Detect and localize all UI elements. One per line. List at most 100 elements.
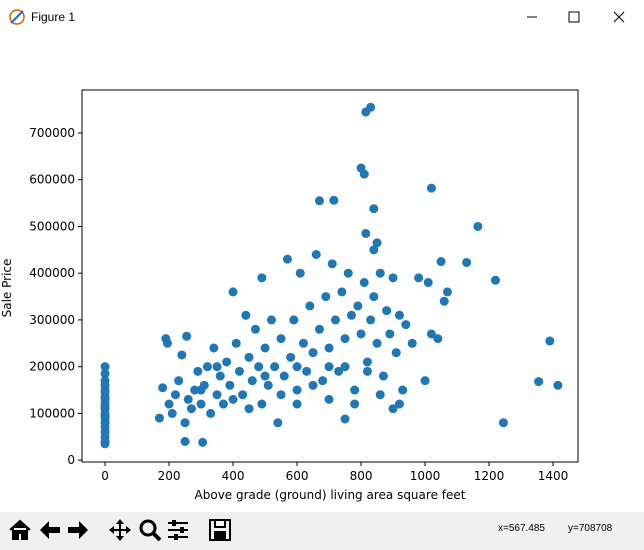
- point: [257, 399, 267, 409]
- point: [553, 380, 563, 390]
- y-axis-label: Sale Price: [0, 259, 14, 318]
- point: [372, 238, 382, 248]
- point: [391, 348, 401, 358]
- point: [196, 399, 206, 409]
- point: [414, 273, 424, 283]
- point: [378, 371, 388, 381]
- window-title: Figure 1: [31, 10, 76, 24]
- point: [362, 357, 372, 367]
- zoom-button[interactable]: [136, 516, 164, 544]
- point: [388, 273, 398, 283]
- point: [375, 390, 385, 400]
- y-tick-label: 100000: [29, 406, 75, 420]
- point: [100, 376, 110, 386]
- point: [286, 352, 296, 362]
- point: [183, 394, 193, 404]
- point: [442, 287, 452, 297]
- point: [292, 399, 302, 409]
- point: [270, 362, 280, 372]
- point: [359, 278, 369, 288]
- point: [247, 376, 257, 386]
- point: [426, 329, 436, 339]
- x-tick-label: 0: [101, 469, 109, 483]
- point: [398, 385, 408, 395]
- save-button[interactable]: [206, 516, 234, 544]
- point: [394, 310, 404, 320]
- point: [382, 306, 392, 316]
- point: [180, 418, 190, 428]
- point: [340, 334, 350, 344]
- point: [193, 366, 203, 376]
- configure-button[interactable]: [164, 516, 192, 544]
- point: [490, 275, 500, 285]
- point: [423, 278, 433, 288]
- point: [263, 380, 273, 390]
- y-tick-label: 300000: [29, 313, 75, 327]
- point: [238, 390, 248, 400]
- point: [545, 336, 555, 346]
- point: [190, 385, 200, 395]
- point: [212, 390, 222, 400]
- point: [350, 385, 360, 395]
- point: [401, 320, 411, 330]
- y-tick-label: 200000: [29, 360, 75, 374]
- point: [250, 324, 260, 334]
- point: [257, 273, 267, 283]
- point: [170, 390, 180, 400]
- point: [164, 399, 174, 409]
- point: [372, 338, 382, 348]
- point: [311, 250, 321, 260]
- point: [462, 257, 472, 267]
- point: [215, 371, 225, 381]
- point: [186, 404, 196, 414]
- point: [289, 315, 299, 325]
- point: [244, 404, 254, 414]
- point: [100, 385, 110, 395]
- point: [314, 196, 324, 206]
- x-tick-label: 600: [286, 469, 309, 483]
- status-y: y=708708: [568, 523, 613, 534]
- point: [534, 377, 544, 387]
- point: [100, 401, 110, 411]
- point: [330, 315, 340, 325]
- point: [314, 324, 324, 334]
- y-tick-label: 400000: [29, 266, 75, 280]
- back-button[interactable]: [36, 516, 64, 544]
- point: [222, 357, 232, 367]
- point: [327, 259, 337, 269]
- point: [359, 169, 369, 179]
- point: [407, 338, 417, 348]
- point: [254, 362, 264, 372]
- point: [241, 310, 251, 320]
- point: [231, 338, 241, 348]
- x-tick-label: 1400: [538, 469, 569, 483]
- point: [302, 366, 312, 376]
- point: [273, 418, 283, 428]
- point: [321, 292, 331, 302]
- x-tick-label: 400: [222, 469, 245, 483]
- point: [340, 362, 350, 372]
- point: [305, 301, 315, 311]
- x-tick-label: 1200: [474, 469, 505, 483]
- point: [439, 296, 449, 306]
- point: [433, 334, 443, 344]
- point: [329, 195, 339, 205]
- point: [334, 366, 344, 376]
- window-controls[interactable]: [510, 0, 644, 34]
- point: [260, 343, 270, 353]
- point: [420, 376, 430, 386]
- pan-button[interactable]: [106, 516, 134, 544]
- y-tick-label: 0: [67, 453, 75, 467]
- app-icon: [9, 9, 25, 25]
- point: [100, 362, 110, 372]
- x-tick-label: 800: [350, 469, 373, 483]
- point: [356, 329, 366, 339]
- point: [100, 439, 110, 449]
- point: [198, 437, 208, 447]
- point: [361, 107, 371, 117]
- point: [100, 411, 110, 421]
- home-button[interactable]: [6, 516, 34, 544]
- forward-button[interactable]: [64, 516, 92, 544]
- point: [228, 394, 238, 404]
- x-tick-label: 1000: [410, 469, 441, 483]
